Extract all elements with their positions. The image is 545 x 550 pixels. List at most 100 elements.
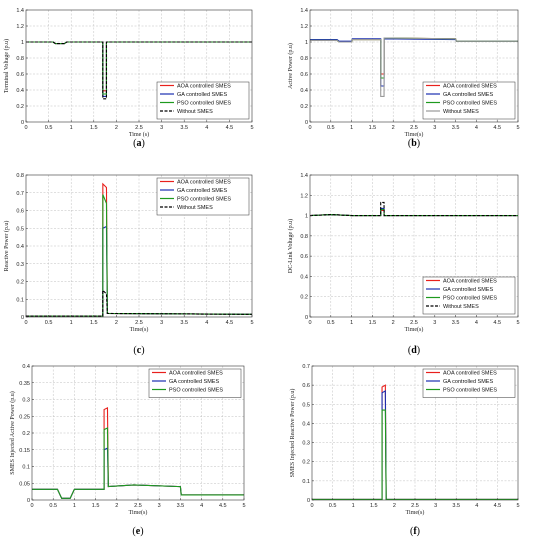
y-tick-label: 0.6 bbox=[300, 72, 308, 78]
panel-caption: (d) bbox=[408, 345, 420, 356]
x-tick-label: 1.5 bbox=[90, 125, 98, 131]
x-tick-label: 1 bbox=[350, 320, 353, 326]
x-tick-label: 0.5 bbox=[329, 503, 337, 509]
chart-b: 0 0.5 1 1.5 2 2.5 3 3.5 4 4.5 5 0 0.2 0.4 0.6 0.8 1 1.2 1.… bbox=[287, 8, 520, 149]
y-tick-label: 0 bbox=[307, 498, 310, 504]
x-tick-label: 0.5 bbox=[327, 125, 335, 131]
legend-label: GA controlled SMES bbox=[169, 379, 219, 385]
legend-box bbox=[422, 276, 516, 315]
y-tick-label: 0 bbox=[305, 315, 308, 321]
y-tick-label: 0.8 bbox=[16, 56, 24, 62]
x-tick-label: 0 bbox=[308, 125, 311, 131]
x-tick-label: 4.5 bbox=[219, 503, 227, 509]
legend-label: GA controlled SMES bbox=[177, 92, 227, 98]
x-tick-label: 3 bbox=[434, 503, 437, 509]
y-tick-label: 1.2 bbox=[300, 193, 308, 199]
y-tick-label: 0.6 bbox=[16, 209, 24, 215]
legend-label: Without SMES bbox=[177, 109, 213, 115]
x-tick-label: 0.5 bbox=[45, 320, 53, 326]
x-tick-label: 1 bbox=[350, 125, 353, 131]
legend-label: PSO controlled SMES bbox=[443, 101, 497, 107]
x-axis-label: Time (s) bbox=[129, 131, 149, 138]
x-tick-label: 4.5 bbox=[494, 503, 502, 509]
y-tick-label: 0 bbox=[21, 120, 24, 126]
x-tick-label: 3 bbox=[433, 125, 436, 131]
legend-label: GA controlled SMES bbox=[443, 92, 493, 98]
y-axis-label: Reactive Power (p.u) bbox=[3, 221, 10, 272]
x-tick-label: 3 bbox=[433, 320, 436, 326]
legend-label: GA controlled SMES bbox=[443, 287, 493, 293]
y-tick-label: 0.4 bbox=[16, 244, 24, 250]
x-tick-label: 0 bbox=[30, 503, 33, 509]
x-tick-label: 2 bbox=[115, 125, 118, 131]
y-tick-label: 0.5 bbox=[302, 402, 310, 408]
x-tick-label: 1 bbox=[70, 320, 73, 326]
legend-label: Without SMES bbox=[443, 304, 479, 310]
series-line-4 bbox=[309, 201, 518, 217]
y-tick-label: 1 bbox=[21, 40, 24, 46]
y-tick-label: 1.4 bbox=[300, 8, 308, 14]
x-tick-label: 1.5 bbox=[369, 320, 377, 326]
x-tick-label: 5 bbox=[250, 125, 253, 131]
x-axis-label: Time(s) bbox=[130, 326, 149, 333]
chart-a: 0 0.5 1 1.5 2 2.5 3 3.5 4 4.5 5 0 0.2 0.4 0.6 0.8 1 1.2 1.… bbox=[3, 8, 254, 149]
legend-label: PSO controlled SMES bbox=[443, 388, 497, 394]
x-tick-label: 2.5 bbox=[135, 320, 143, 326]
y-tick-label: 0.6 bbox=[300, 254, 308, 260]
x-tick-label: 3.5 bbox=[180, 125, 188, 131]
panel-caption: (c) bbox=[133, 345, 144, 356]
legend-box bbox=[156, 81, 250, 120]
x-tick-label: 0 bbox=[308, 320, 311, 326]
x-tick-label: 0.5 bbox=[45, 125, 53, 131]
y-tick-label: 0.3 bbox=[16, 262, 24, 268]
y-tick-label: 1.4 bbox=[16, 8, 24, 14]
legend: AOA controlled SMES GA controlled SMES PSO… bbox=[148, 368, 242, 398]
panel-caption: (a) bbox=[133, 138, 145, 149]
y-tick-label: 0.4 bbox=[16, 88, 24, 94]
panel-caption: (f) bbox=[410, 526, 420, 537]
y-tick-label: 0.3 bbox=[302, 441, 310, 447]
x-tick-label: 2 bbox=[392, 125, 395, 131]
legend-label: GA controlled SMES bbox=[177, 188, 227, 194]
y-tick-label: 0.2 bbox=[16, 280, 24, 286]
y-tick-label: 0.5 bbox=[16, 226, 24, 232]
x-tick-label: 1 bbox=[70, 125, 73, 131]
x-tick-label: 4 bbox=[205, 320, 208, 326]
x-tick-label: 4 bbox=[205, 125, 208, 131]
x-axis-label: Time(s) bbox=[129, 509, 148, 516]
y-axis-label: DC-Link Voltage (p.u) bbox=[287, 219, 294, 273]
x-axis-label: Time(s) bbox=[405, 326, 424, 333]
y-tick-label: 0.4 bbox=[302, 421, 310, 427]
legend-box bbox=[156, 177, 250, 216]
y-tick-label: 0.2 bbox=[300, 295, 308, 301]
x-tick-label: 1 bbox=[73, 503, 76, 509]
legend-label: Without SMES bbox=[443, 109, 479, 115]
y-tick-label: 0.2 bbox=[300, 104, 308, 110]
legend: AOA controlled SMES GA controlled SMES PSO… bbox=[156, 81, 250, 120]
legend-box bbox=[422, 368, 516, 398]
x-tick-label: 0 bbox=[24, 125, 27, 131]
x-tick-label: 3.5 bbox=[452, 320, 460, 326]
x-tick-label: 0.5 bbox=[49, 503, 57, 509]
x-tick-label: 1 bbox=[352, 503, 355, 509]
x-tick-label: 1.5 bbox=[92, 503, 100, 509]
y-tick-label: 0.8 bbox=[300, 56, 308, 62]
legend-label: PSO controlled SMES bbox=[443, 296, 497, 302]
x-tick-label: 4.5 bbox=[493, 125, 501, 131]
x-tick-label: 4.5 bbox=[493, 320, 501, 326]
x-tick-label: 4 bbox=[200, 503, 203, 509]
x-tick-label: 5 bbox=[242, 503, 245, 509]
y-tick-label: 0.1 bbox=[16, 297, 24, 303]
y-tick-label: 0.3 bbox=[22, 398, 30, 404]
y-tick-label: 1.4 bbox=[300, 173, 308, 179]
y-tick-label: 0.6 bbox=[16, 72, 24, 78]
x-tick-label: 2.5 bbox=[410, 125, 418, 131]
x-tick-label: 3.5 bbox=[180, 320, 188, 326]
legend-label: AOA controlled SMES bbox=[177, 180, 231, 186]
y-tick-label: 0.4 bbox=[300, 274, 308, 280]
legend-label: AOA controlled SMES bbox=[443, 279, 497, 285]
y-tick-label: 1.2 bbox=[16, 24, 24, 30]
y-tick-label: 0.4 bbox=[300, 88, 308, 94]
x-tick-label: 1.5 bbox=[369, 125, 377, 131]
